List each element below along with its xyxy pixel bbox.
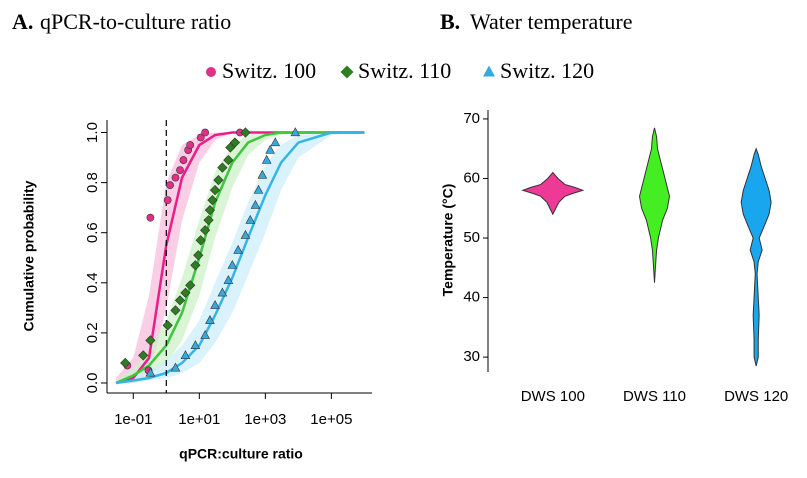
y-tick-label: 0.2 — [84, 322, 101, 343]
point — [195, 235, 206, 246]
point — [138, 350, 149, 361]
x-tick-label: DWS 110 — [623, 388, 686, 405]
y-axis-label: Temperature (°C) — [440, 184, 456, 297]
point — [257, 169, 268, 179]
violin — [740, 147, 772, 367]
point — [190, 340, 201, 349]
y-tick-label: 0.8 — [84, 172, 101, 193]
y-tick-label: 30 — [463, 348, 480, 365]
point — [166, 181, 174, 190]
x-axis-label: qPCR:culture ratio — [179, 446, 303, 462]
y-tick-label: 1.0 — [84, 122, 101, 143]
violin — [638, 127, 671, 283]
point — [196, 133, 205, 142]
point — [174, 295, 186, 306]
point — [120, 357, 131, 369]
point — [210, 300, 220, 309]
point — [201, 128, 210, 137]
point — [203, 215, 214, 226]
point — [229, 137, 241, 148]
point — [186, 141, 195, 149]
point — [213, 175, 224, 186]
point — [290, 127, 301, 137]
x-tick-label: 1e+05 — [310, 411, 352, 428]
point — [265, 144, 275, 154]
legend-marker — [206, 67, 216, 77]
point — [145, 367, 156, 377]
point — [185, 280, 196, 291]
point — [193, 250, 204, 261]
point — [190, 260, 201, 271]
point — [204, 205, 216, 216]
x-tick-label: DWS 120 — [724, 388, 788, 405]
point — [171, 173, 180, 182]
point — [180, 350, 191, 359]
fit-line — [115, 131, 365, 385]
point — [205, 315, 215, 324]
point — [261, 154, 272, 164]
y-tick-label: 50 — [463, 229, 480, 246]
y-axis-label: Cumulative probability — [21, 180, 37, 331]
panel-label: B. — [440, 9, 460, 34]
chart-title: qPCR-to-culture ratio — [40, 9, 231, 34]
legend-label: Switz. 100 — [222, 58, 316, 83]
y-tick-label: 0.4 — [84, 272, 101, 293]
y-tick-label: 60 — [463, 169, 480, 186]
point — [200, 225, 211, 236]
x-tick-label: DWS 100 — [521, 388, 585, 405]
point — [217, 162, 228, 173]
point — [250, 199, 261, 209]
chart-title: Water temperature — [470, 9, 633, 34]
legend-marker — [483, 65, 495, 77]
panel-label: A. — [12, 9, 33, 34]
point — [209, 185, 221, 196]
point — [176, 166, 184, 174]
y-tick-label: 70 — [463, 110, 480, 127]
legend-label: Switz. 110 — [358, 58, 451, 83]
point — [179, 156, 188, 164]
x-tick-label: 1e-01 — [114, 411, 152, 428]
x-tick-label: 1e+03 — [244, 411, 286, 428]
y-tick-label: 40 — [463, 289, 480, 306]
point — [223, 154, 234, 166]
point — [146, 213, 155, 222]
point — [207, 195, 218, 206]
point — [200, 330, 210, 339]
point — [217, 287, 228, 297]
point — [162, 320, 173, 331]
point — [253, 184, 264, 194]
y-tick-label: 0.0 — [84, 373, 101, 394]
y-tick-label: 0.6 — [84, 222, 101, 243]
point — [223, 274, 234, 284]
point — [240, 229, 251, 239]
x-tick-label: 1e+01 — [178, 411, 220, 428]
legend-label: Switz. 120 — [500, 58, 594, 83]
violin — [521, 171, 585, 216]
legend-marker — [340, 65, 354, 79]
point — [145, 335, 156, 346]
point — [170, 305, 181, 316]
point — [227, 259, 238, 269]
point — [180, 287, 191, 298]
point — [240, 127, 251, 138]
point — [163, 196, 172, 205]
point — [245, 214, 256, 224]
point — [233, 244, 243, 254]
point — [170, 362, 181, 372]
point — [270, 137, 281, 147]
